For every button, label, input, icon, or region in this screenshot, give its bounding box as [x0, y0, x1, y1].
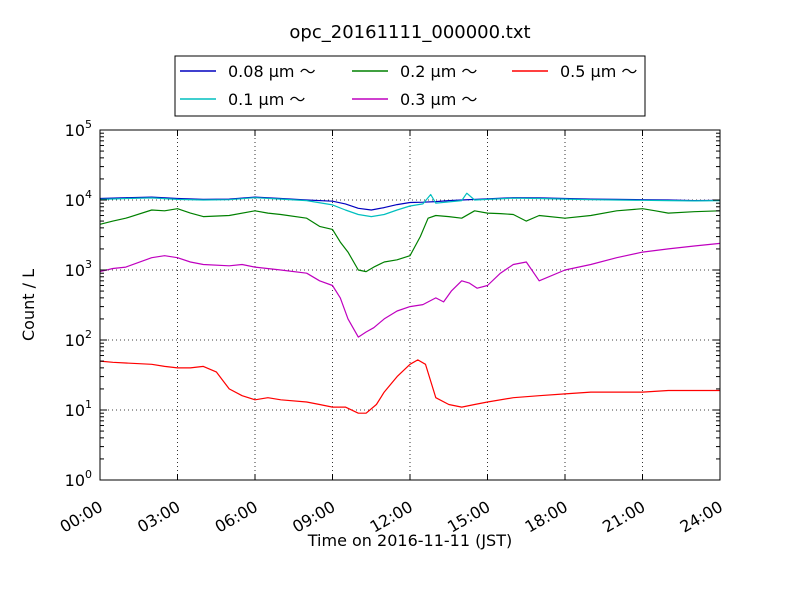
y-tick-exponent: 2: [85, 328, 92, 341]
legend-label-3: 0.3 μm ～: [400, 90, 477, 109]
y-tick-base: 10: [65, 121, 85, 140]
legend: 0.08 μm ～ 0.1 μm ～ 0.2 μm ～ 0.3 μm ～ 0.5 μm …: [174, 55, 646, 117]
x-tick-label: 21:00: [599, 497, 648, 537]
x-tick-label: 24:00: [677, 497, 726, 537]
series-line-1: [99, 192, 721, 218]
y-tick-label: 101: [65, 398, 92, 420]
y-tick-label: 102: [65, 328, 92, 350]
x-tick-label: 18:00: [522, 497, 571, 537]
legend-label-4: 0.5 μm ～: [560, 62, 637, 81]
series-line-0: [99, 196, 721, 211]
chart-title: opc_20161111_000000.txt: [289, 22, 530, 43]
y-tick-label: 100: [65, 468, 92, 490]
y-tick-exponent: 1: [85, 398, 92, 411]
y-tick-base: 10: [65, 401, 85, 420]
x-tick-label: 00:00: [57, 497, 106, 537]
legend-label-1: 0.1 μm ～: [228, 90, 305, 109]
x-tick-label: 03:00: [134, 497, 183, 537]
y-tick-base: 10: [65, 331, 85, 350]
x-axis-label: Time on 2016-11-11 (JST): [307, 531, 512, 550]
axis-ticks: 00:00 03:00 06:00 09:00 12:00 15:00 18:00 21:00…: [57, 118, 726, 537]
y-tick-label: 105: [65, 118, 92, 140]
series-line-4: [99, 359, 720, 414]
series-line-2: [99, 208, 721, 273]
y-axis-label: Count / L: [19, 269, 38, 341]
legend-label-2: 0.2 μm ～: [400, 62, 477, 81]
series-line-3: [99, 242, 721, 338]
y-tick-exponent: 4: [85, 188, 92, 201]
y-tick-exponent: 5: [85, 118, 92, 131]
grid-lines: [100, 130, 720, 480]
legend-label-0: 0.08 μm ～: [228, 62, 316, 81]
x-tick-label: 06:00: [212, 497, 261, 537]
y-tick-exponent: 3: [85, 258, 92, 271]
series-lines: [99, 192, 721, 414]
y-tick-base: 10: [65, 261, 85, 280]
y-tick-exponent: 0: [85, 468, 92, 481]
y-tick-base: 10: [65, 471, 85, 490]
y-tick-label: 104: [65, 188, 92, 210]
legend-box: [174, 55, 646, 117]
y-tick-label: 103: [65, 258, 92, 280]
y-tick-base: 10: [65, 191, 85, 210]
